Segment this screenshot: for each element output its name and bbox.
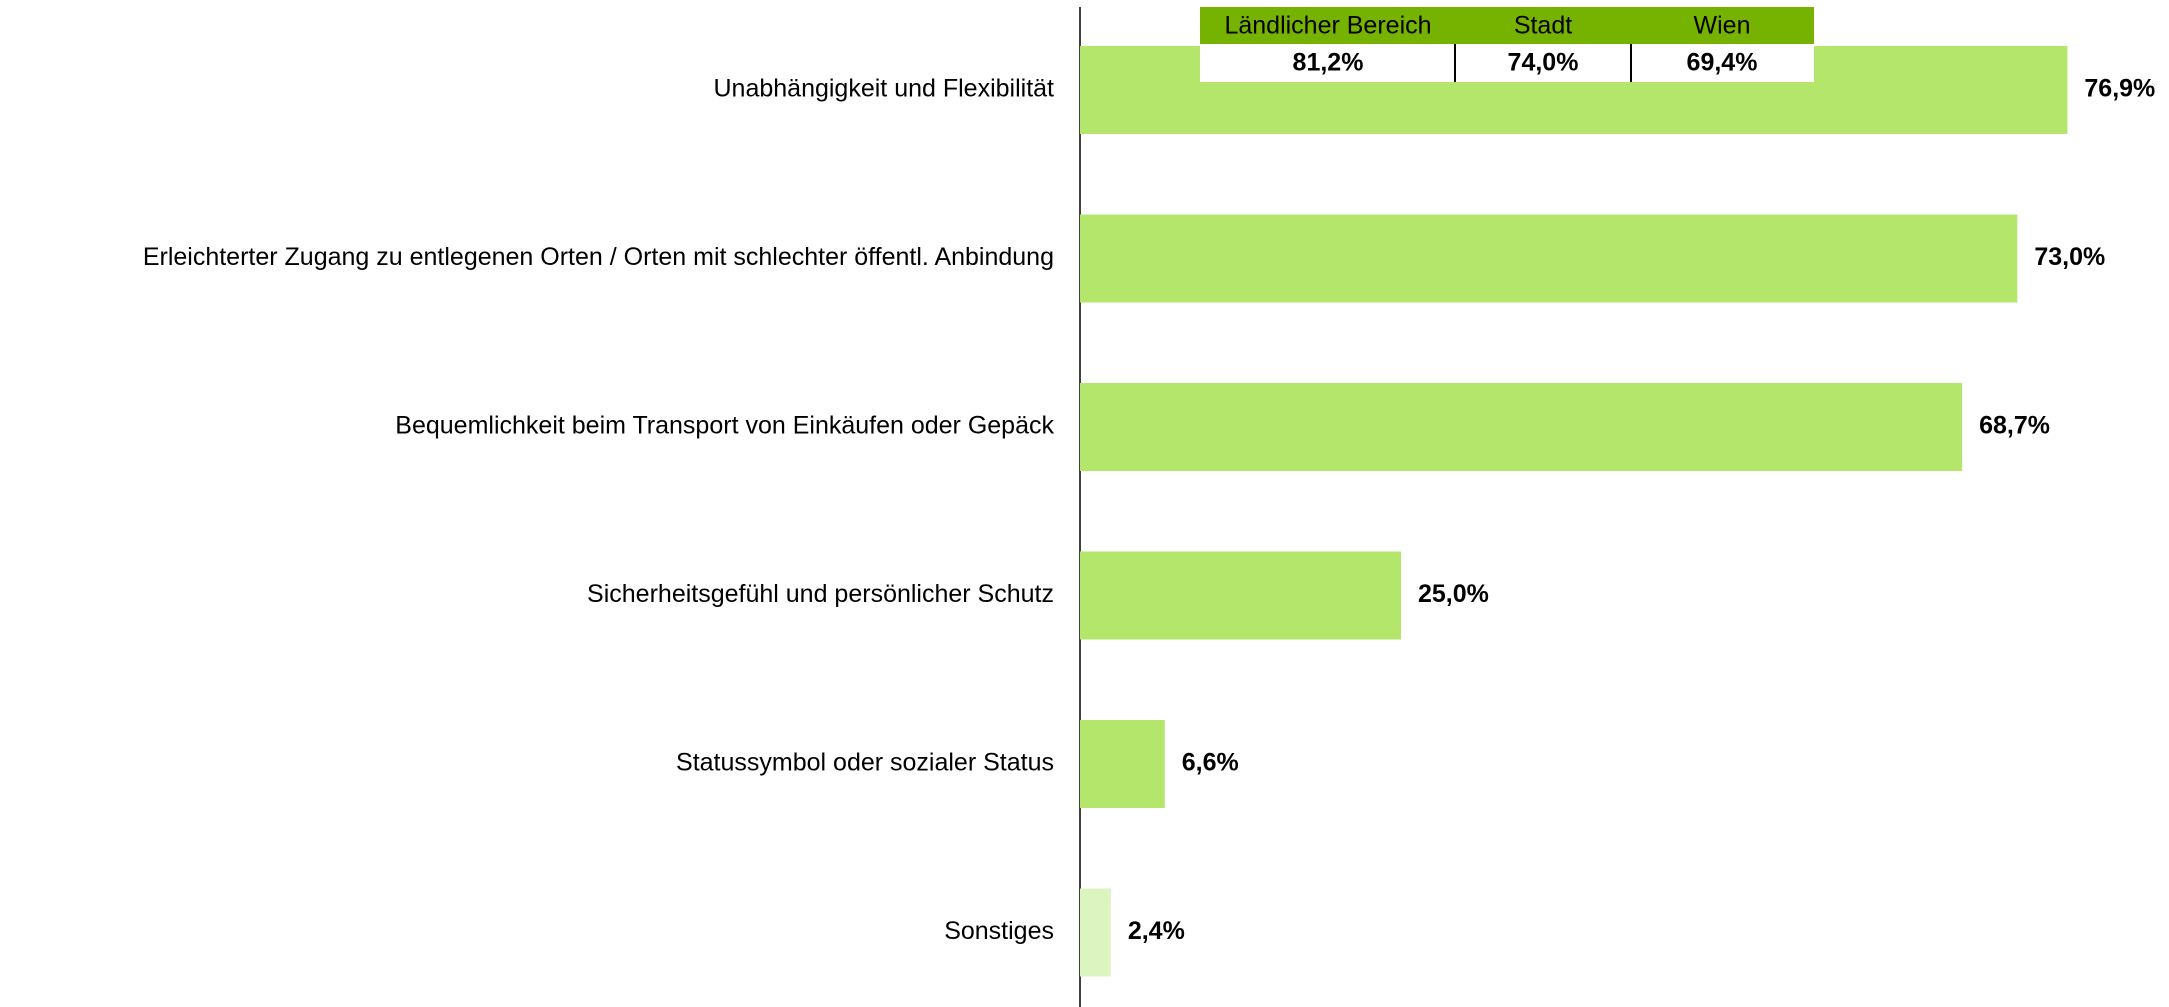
inset-cell: 69,4%: [1687, 49, 1758, 77]
inset-cell: 74,0%: [1508, 49, 1579, 77]
bar: [1080, 888, 1111, 977]
inset-header: Ländlicher Bereich: [1224, 12, 1431, 40]
inset-header: Wien: [1694, 12, 1751, 40]
bar: [1080, 214, 2018, 303]
inset-header: Stadt: [1514, 12, 1572, 40]
value-label: 6,6%: [1182, 749, 1239, 777]
value-label: 68,7%: [1979, 412, 2050, 440]
category-label: Unabhängigkeit und Flexibilität: [714, 75, 1055, 103]
value-label: 2,4%: [1128, 917, 1185, 945]
category-label: Statussymbol oder sozialer Status: [676, 749, 1054, 777]
category-label: Bequemlichkeit beim Transport von Einkäu…: [395, 412, 1054, 440]
inset-header-bg: [1200, 7, 1814, 44]
value-label: 73,0%: [2034, 243, 2105, 271]
category-label: Sicherheitsgefühl und persönlicher Schut…: [587, 580, 1054, 608]
bar: [1080, 383, 1963, 471]
inset-cell: 81,2%: [1293, 49, 1364, 77]
bar: [1080, 551, 1401, 640]
bar: [1080, 720, 1165, 808]
category-label: Sonstiges: [944, 917, 1054, 945]
value-label: 76,9%: [2084, 75, 2155, 103]
value-label: 25,0%: [1418, 580, 1489, 608]
category-label: Erleichterter Zugang zu entlegenen Orten…: [143, 243, 1054, 271]
inset-body-bg: [1200, 44, 1814, 82]
